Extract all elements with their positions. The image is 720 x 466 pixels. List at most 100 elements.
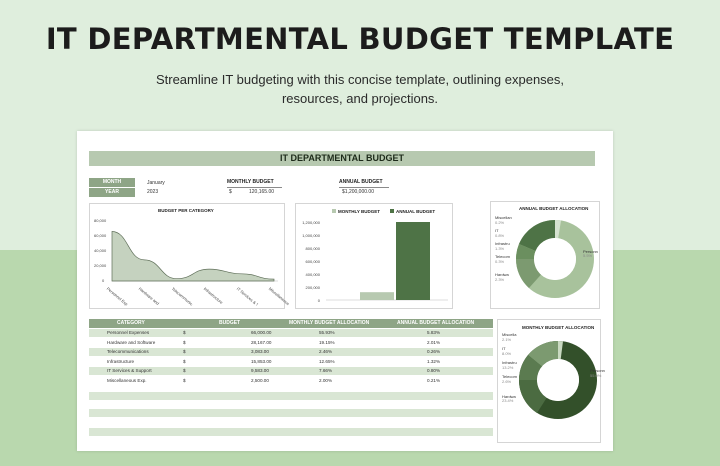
annual-budget-label: ANNUAL BUDGET [339,179,383,185]
donut-label: Personn 55.0% [590,369,605,378]
table-row[interactable]: IT Services & Support $9,583.00 7.66% 0.80% [89,367,493,376]
col-annual: ANNUAL BUDGET ALLOCATION [397,320,475,326]
empty-row [89,392,493,400]
donut-slice [516,244,536,259]
hero-subtitle-line1: Streamline IT budgeting with this concis… [155,72,565,87]
category-area-series [111,231,275,282]
monthly-allocation-chart: MONTHLY BUDGET ALLOCATION Miscella 2.1% IT… [497,319,605,443]
donut-label-pct: 2.6% [502,378,512,384]
table-row[interactable]: Hardware and Software $28,167.00 19.15% 2.0… [89,338,493,347]
monthly-budget-value[interactable]: 120,165.00 [249,189,275,195]
monthly-budget-label: MONTHLY BUDGET [227,179,274,185]
donut-slice [528,340,558,367]
category-ytick: 0 [102,278,105,283]
month-value[interactable]: January [147,180,165,186]
donut-label-pct: 55.0% [590,372,602,378]
cell-category: Hardware and Software [107,339,156,345]
cell-budget: 15,853.00 [251,358,272,364]
bar-y-tick: 1,000,000 [302,233,320,238]
legend-annual-label: ANNUAL BUDGET [396,209,436,214]
bar-y-tick: 200,000 [305,285,320,290]
cell-annual-allocation: 1.32% [427,358,441,364]
donut-label: Telecom 0.3% [495,254,510,264]
legend-monthly-swatch [332,209,336,213]
donut-label-pct: 23.4% [502,398,514,404]
table-row[interactable]: Telecommunications $3,083.00 2.46% 0.26% [89,348,493,357]
cell-annual-allocation: 2.01% [427,339,441,345]
col-monthly: MONTHLY BUDGET ALLOCATION [289,320,370,326]
monthly-budget-bar[interactable] [360,292,394,300]
bar-y-tick: 0 [317,298,320,303]
donut-label: Hardwa 2.3% [495,273,509,282]
cell-currency: $ [183,358,186,364]
table-row[interactable]: Personnel Expenses $66,000.00 55.93% 5.83% [89,329,493,337]
donut-slice [519,220,555,251]
annual-donut-title: ANNUAL BUDGET ALLOCATION [519,206,589,211]
donut-label-name: Hardwa [495,272,509,278]
hero-subtitle: Streamline IT budgeting with this concis… [110,70,610,108]
year-label: YEAR [89,188,135,197]
donut-label: Infrastru 1.3% [495,241,510,251]
category-ytick: 80,000 [94,218,107,223]
donut-label-name: IT [495,228,499,233]
category-area-svg [111,231,278,282]
budget-per-category-chart: BUDGET PER CATEGORY 80,000 60,000 40,000… [89,203,290,309]
month-label: MONTH [89,178,135,187]
hero-subtitle-line2: resources, and projections. [281,91,439,106]
donut-label-name: Telecom [495,254,510,259]
cell-budget: 2,500.00 [251,378,269,383]
donut-label-pct: 0.8% [495,232,505,238]
cell-category: Infrastructure [107,358,135,364]
donut-label-name: Hardwa [502,393,516,399]
donut-label-pct: 2.1% [502,336,512,342]
bar-y-tick: 600,000 [305,259,320,264]
cell-currency: $ [183,349,186,355]
cell-budget: 28,167.00 [251,339,272,345]
donut-label: IT 0.8% [495,228,505,238]
cell-annual-allocation: 0.21% [427,378,441,383]
donut-label: Hardwa 23.4% [502,393,516,404]
category-chart-title: BUDGET PER CATEGORY [158,208,214,213]
table-row[interactable]: Infrastructure $15,853.00 12.65% 1.32% [89,357,493,366]
annual-budget-bar[interactable] [396,222,430,300]
legend-monthly-label: MONTHLY BUDGET [338,209,381,214]
donut-label-name: Infrastru [502,360,517,365]
donut-slice [558,340,563,360]
cell-budget: 66,000.00 [251,330,272,335]
cell-annual-allocation: 5.83% [427,330,441,335]
annual-budget-value[interactable]: $1,200,000.00 [342,189,374,195]
donut-label-pct: 13.2% [502,364,514,370]
cell-currency: $ [183,339,186,345]
monthly-donut-svg [518,340,597,419]
cell-budget: 9,583.00 [251,368,269,374]
budget-table-header: CATEGORY BUDGET MONTHLY BUDGET ALLOCATIO… [89,319,493,328]
cell-currency: $ [183,378,186,383]
annual-allocation-chart: ANNUAL BUDGET ALLOCATION Miscellan 0.2% IT… [490,201,600,309]
donut-label-name: IT [502,346,506,351]
year-value[interactable]: 2023 [147,189,159,195]
monthly-donut-hole [537,359,579,401]
cell-category: Telecommunications [107,349,149,355]
donut-label-pct: 1.3% [495,245,505,251]
category-ytick: 60,000 [94,233,107,238]
monthly-budget-underline [227,187,282,188]
donut-slice [518,355,542,380]
bar-y-tick: 400,000 [305,272,320,277]
category-ytick: 20,000 [94,263,107,268]
donut-label: Miscellan 0.2% [495,215,512,225]
cell-category: IT Services & Support [107,368,152,374]
cell-monthly-allocation: 12.65% [319,358,335,364]
cell-budget: 3,083.00 [251,349,269,355]
donut-label-name: Telecom [502,374,517,379]
table-row[interactable]: Miscellaneous Exp. $2,500.00 2.00% 0.21% [89,377,493,385]
hero-title: IT DEPARTMENTAL BUDGET TEMPLATE [45,22,675,56]
cell-category: Personnel Expenses [107,330,150,335]
donut-label-name: Personn [590,368,605,374]
donut-slice [516,259,541,288]
cell-monthly-allocation: 55.93% [319,330,335,335]
cell-annual-allocation: 0.26% [427,349,441,355]
donut-label-name: Miscella [502,332,517,337]
sheet-title: IT DEPARTMENTAL BUDGET [89,151,595,166]
cell-monthly-allocation: 2.00% [319,378,333,383]
donut-label-pct: 0.3% [495,258,505,264]
